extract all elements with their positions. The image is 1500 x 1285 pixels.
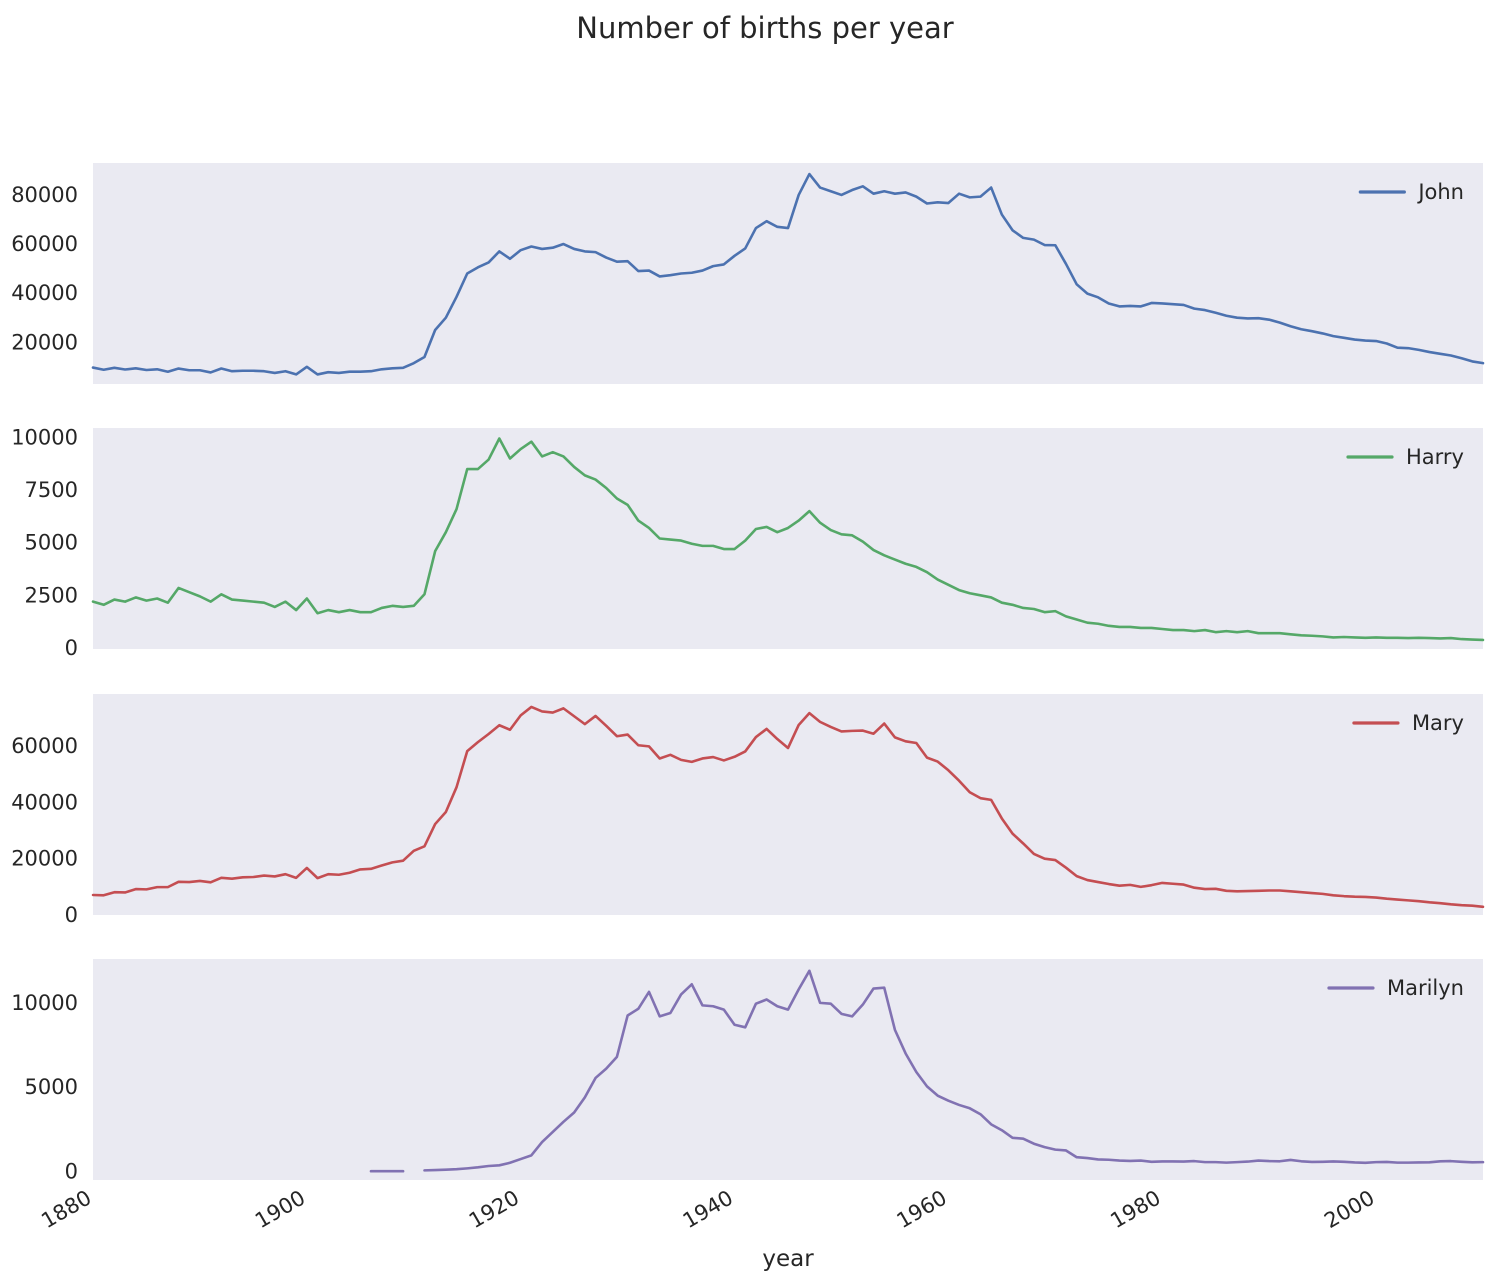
mary-legend-label: Mary [1412, 711, 1464, 735]
john-y-tick-label: 60000 [11, 232, 78, 256]
marilyn-series-line-2 [423, 969, 1485, 1172]
harry-legend: Harry [1346, 445, 1464, 469]
harry-y-tick-label: 5000 [25, 531, 78, 555]
john-plot-background [93, 163, 1483, 384]
john-series-line [91, 172, 1485, 376]
marilyn-y-tick-label: 5000 [25, 1075, 78, 1099]
harry-series-line [91, 437, 1485, 642]
mary-plot-background [93, 694, 1483, 915]
mary-y-tick-label: 0 [65, 903, 78, 927]
marilyn-plot-background [93, 959, 1483, 1180]
mary-legend: Mary [1352, 711, 1464, 735]
x-tick-label: 1900 [251, 1186, 309, 1234]
harry-y-tick-label: 2500 [25, 583, 78, 607]
harry-plot-background [93, 428, 1483, 649]
mary-y-tick-label: 20000 [11, 847, 78, 871]
x-tick-label: 2000 [1320, 1186, 1378, 1234]
john-legend-label: John [1416, 180, 1464, 204]
chart-title: Number of births per year [576, 11, 954, 45]
x-tick-label: 1980 [1106, 1186, 1164, 1234]
harry-panel: 0 2500 5000 7500 10000 Harry [11, 425, 1485, 660]
x-tick-label: 1920 [465, 1186, 523, 1234]
marilyn-y-tick-label: 0 [65, 1160, 78, 1184]
john-legend: John [1358, 180, 1464, 204]
marilyn-legend-label: Marilyn [1387, 976, 1464, 1000]
x-tick-label: 1880 [37, 1186, 95, 1234]
harry-y-tick-label: 7500 [25, 478, 78, 502]
mary-y-tick-label: 60000 [11, 734, 78, 758]
x-tick-label: 1940 [679, 1186, 737, 1234]
x-axis: 1880 1900 1920 1940 1960 1980 2000 [37, 1186, 1378, 1234]
john-y-tick-label: 40000 [11, 281, 78, 305]
harry-y-tick-label: 10000 [11, 425, 78, 449]
marilyn-panel: 0 5000 10000 Marilyn [11, 959, 1485, 1184]
mary-y-tick-label: 40000 [11, 790, 78, 814]
harry-y-tick-label: 0 [65, 636, 78, 660]
marilyn-y-tick-label: 10000 [11, 991, 78, 1015]
john-panel: 20000 40000 60000 80000 John [11, 163, 1485, 384]
marilyn-legend: Marilyn [1327, 976, 1464, 1000]
john-y-tick-label: 80000 [11, 183, 78, 207]
subplots: 20000 40000 60000 80000 John 0 2500 5000 7500 100… [11, 163, 1485, 1184]
john-y-tick-label: 20000 [11, 330, 78, 354]
x-tick-label: 1960 [893, 1186, 951, 1234]
x-axis-label: year [762, 1246, 814, 1272]
harry-legend-label: Harry [1406, 445, 1464, 469]
mary-panel: 0 20000 40000 60000 Mary [11, 694, 1485, 927]
mary-series-line [91, 705, 1485, 909]
